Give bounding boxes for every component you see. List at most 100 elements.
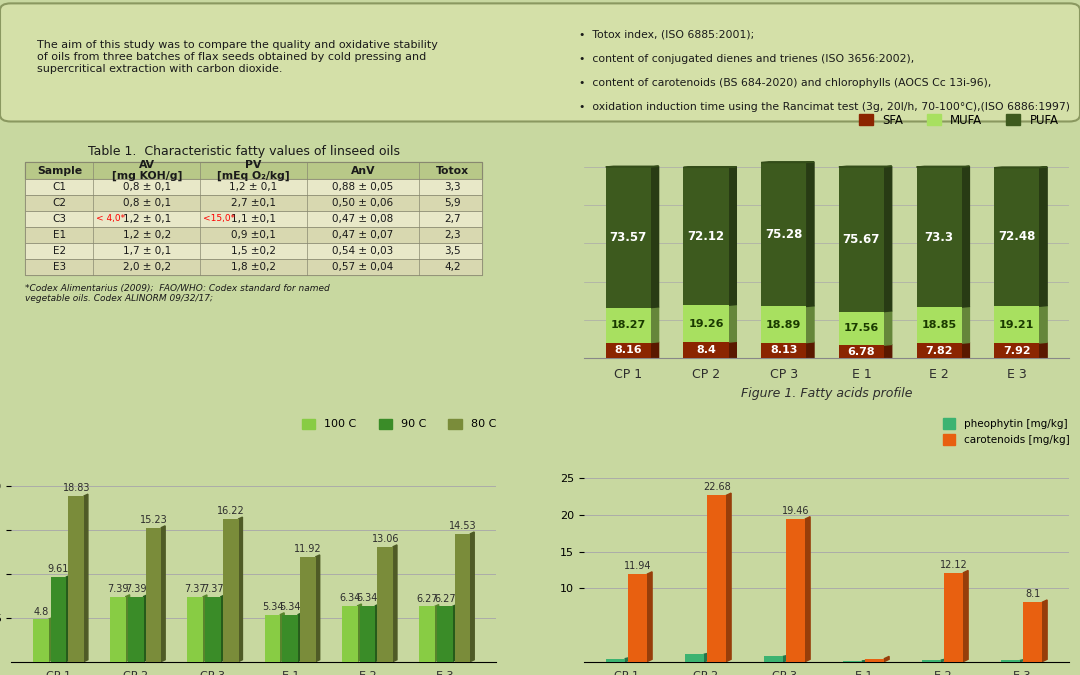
- Bar: [25, 163, 482, 275]
- Text: 15.23: 15.23: [139, 515, 167, 525]
- Bar: [1001, 660, 1021, 662]
- Polygon shape: [839, 166, 892, 167]
- Text: 11.92: 11.92: [294, 544, 322, 554]
- Bar: [685, 654, 704, 661]
- Text: 19.21: 19.21: [999, 320, 1035, 329]
- Text: 1,5 ±0,2: 1,5 ±0,2: [231, 246, 276, 256]
- Bar: [944, 572, 963, 662]
- Text: 14.53: 14.53: [449, 521, 476, 531]
- Text: 73.3: 73.3: [924, 231, 954, 244]
- Text: 0,88 ± 0,05: 0,88 ± 0,05: [333, 182, 393, 192]
- Bar: [839, 312, 883, 345]
- Text: 1,2 ± 0,1: 1,2 ± 0,1: [123, 214, 171, 223]
- Polygon shape: [942, 659, 946, 662]
- Polygon shape: [885, 656, 889, 662]
- Bar: [25, 163, 482, 178]
- Text: 1,8 ±0,2: 1,8 ±0,2: [231, 262, 276, 272]
- Polygon shape: [963, 570, 968, 662]
- Polygon shape: [961, 166, 970, 307]
- Text: 6.34: 6.34: [356, 593, 378, 603]
- Polygon shape: [1021, 659, 1025, 662]
- Text: 7.82: 7.82: [926, 346, 953, 356]
- Polygon shape: [125, 595, 130, 662]
- Polygon shape: [806, 516, 810, 662]
- Bar: [995, 167, 1039, 306]
- Text: 75.28: 75.28: [765, 228, 802, 241]
- Text: 3,3: 3,3: [444, 182, 461, 192]
- Polygon shape: [883, 311, 892, 345]
- Bar: [378, 547, 393, 662]
- Text: Sample: Sample: [37, 165, 82, 176]
- Text: •  content of carotenoids (BS 684-2020) and chlorophylls (AOCS Cc 13i-96),: • content of carotenoids (BS 684-2020) a…: [579, 78, 991, 88]
- Text: •  Totox index, (ISO 6885:2001);: • Totox index, (ISO 6885:2001);: [579, 30, 754, 40]
- Text: AV
[mg KOH/g]: AV [mg KOH/g]: [111, 159, 181, 182]
- Bar: [437, 606, 453, 662]
- Polygon shape: [66, 575, 70, 662]
- Text: 6.27: 6.27: [416, 594, 437, 603]
- Bar: [684, 342, 729, 358]
- Polygon shape: [357, 604, 362, 662]
- Text: 8.4: 8.4: [697, 345, 716, 355]
- Bar: [455, 534, 471, 662]
- Polygon shape: [435, 605, 438, 662]
- Text: 0,50 ± 0,06: 0,50 ± 0,06: [333, 198, 393, 208]
- Bar: [684, 305, 729, 342]
- Text: 5.34: 5.34: [280, 602, 301, 612]
- Text: 73.57: 73.57: [610, 231, 647, 244]
- Polygon shape: [729, 342, 737, 358]
- Polygon shape: [647, 572, 652, 662]
- Text: 19.26: 19.26: [688, 319, 724, 329]
- Bar: [32, 619, 49, 662]
- Bar: [606, 308, 651, 342]
- Text: 4.8: 4.8: [33, 607, 49, 617]
- Bar: [342, 605, 357, 662]
- Text: 17.56: 17.56: [843, 323, 879, 333]
- Polygon shape: [807, 342, 814, 358]
- Bar: [627, 574, 647, 662]
- Bar: [25, 211, 482, 227]
- Polygon shape: [727, 493, 731, 662]
- Text: •  oxidation induction time using the Rancimat test (3g, 20l/h, 70-100°C),(ISO 6: • oxidation induction time using the Ran…: [579, 102, 1069, 112]
- Text: 75.67: 75.67: [842, 233, 880, 246]
- Text: 12.12: 12.12: [940, 560, 968, 570]
- Bar: [265, 614, 281, 662]
- Polygon shape: [625, 657, 630, 661]
- Text: 0,57 ± 0,04: 0,57 ± 0,04: [333, 262, 393, 272]
- Text: 0,47 ± 0,08: 0,47 ± 0,08: [333, 214, 393, 223]
- Bar: [917, 307, 961, 343]
- Text: Totox: Totox: [436, 165, 469, 176]
- Text: E1: E1: [53, 230, 66, 240]
- Text: 6.78: 6.78: [848, 347, 875, 356]
- Text: < 4,0*: < 4,0*: [96, 214, 125, 223]
- Text: 0,8 ± 0,1: 0,8 ± 0,1: [123, 182, 171, 192]
- Bar: [606, 342, 651, 358]
- Text: 8.16: 8.16: [615, 346, 643, 355]
- Text: AnV: AnV: [351, 165, 375, 176]
- Bar: [419, 606, 435, 662]
- Bar: [25, 259, 482, 275]
- Text: 11.94: 11.94: [624, 561, 651, 571]
- Text: 4,2: 4,2: [444, 262, 461, 272]
- Polygon shape: [1039, 306, 1048, 343]
- Text: 7.39: 7.39: [125, 584, 147, 594]
- Bar: [764, 656, 783, 662]
- Text: Figure 1. Fatty acids profile: Figure 1. Fatty acids profile: [741, 387, 913, 400]
- Bar: [865, 659, 885, 662]
- Bar: [684, 167, 729, 305]
- Polygon shape: [729, 167, 737, 305]
- Bar: [51, 577, 66, 662]
- Text: 2,0 ± 0,2: 2,0 ± 0,2: [123, 262, 171, 272]
- Text: 72.48: 72.48: [998, 230, 1036, 244]
- Polygon shape: [917, 166, 970, 167]
- Text: <15,0*: <15,0*: [203, 214, 234, 223]
- Text: 18.27: 18.27: [610, 320, 646, 330]
- Text: 0,54 ± 0,03: 0,54 ± 0,03: [333, 246, 393, 256]
- Bar: [300, 557, 315, 662]
- Bar: [917, 167, 961, 307]
- Polygon shape: [729, 304, 737, 342]
- Bar: [839, 167, 883, 312]
- Text: 7.39: 7.39: [107, 584, 129, 594]
- Polygon shape: [298, 613, 302, 662]
- Bar: [761, 163, 807, 306]
- Polygon shape: [84, 494, 87, 662]
